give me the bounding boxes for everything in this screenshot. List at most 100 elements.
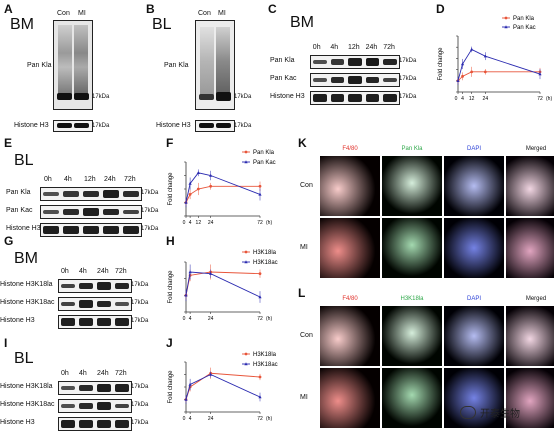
data-point <box>209 173 213 177</box>
data-point <box>456 79 460 82</box>
panel-e-lane-0: 0h <box>44 176 52 183</box>
x-tick-label: 72 <box>257 416 263 422</box>
panel-i-row-label-2: Histone H3 <box>0 419 35 426</box>
panel-c-blot-row-0 <box>310 55 400 69</box>
panel-e-lane-2: 12h <box>84 176 96 183</box>
band <box>97 402 111 410</box>
band <box>79 384 93 392</box>
legend-marker <box>244 260 248 264</box>
panel-j-letter: J <box>166 336 173 350</box>
series-line-0 <box>457 71 540 82</box>
band <box>61 404 75 408</box>
band <box>123 190 139 198</box>
data-point <box>258 184 262 188</box>
panel-i-blot-row-2 <box>58 417 132 431</box>
band <box>79 420 93 428</box>
panel-d-letter: D <box>436 2 445 16</box>
legend-label: H3K18la <box>253 250 277 256</box>
band <box>83 208 99 216</box>
panel-k-grid: F4/80 Pan Kla DAPI Merged Con MI <box>300 146 554 282</box>
data-point <box>483 54 487 58</box>
panel-c-row-label-2: Histone H3 <box>270 93 305 100</box>
data-point <box>196 171 200 174</box>
data-point <box>209 372 213 376</box>
panel-b-tissue: BL <box>152 16 172 33</box>
panel-b-blot-label: Pan Kla <box>164 62 189 69</box>
x-unit-label: (h) <box>546 96 552 102</box>
band <box>79 318 93 326</box>
panel-c-blot-row-1 <box>310 73 400 87</box>
panel-g-row-label-1: Histone H3K18ac <box>0 299 55 306</box>
panel-k-image-0-2 <box>444 156 504 216</box>
band <box>43 210 59 214</box>
x-tick-label: 12 <box>196 220 202 226</box>
band <box>63 191 79 197</box>
band <box>115 403 129 409</box>
panel-b-letter: B <box>146 2 155 16</box>
data-point <box>188 382 192 386</box>
band <box>115 282 129 290</box>
legend-label: H3K18la <box>253 352 277 358</box>
y-axis-label: Fold change <box>438 47 444 81</box>
panel-b-loading-blot <box>195 120 235 132</box>
panel-e-lane-3: 24h <box>104 176 116 183</box>
panel-e-blot-row-2 <box>40 223 142 237</box>
band <box>348 76 362 84</box>
band <box>63 226 79 234</box>
panel-l-col-header-3: Merged <box>525 296 547 302</box>
legend-marker <box>244 250 248 254</box>
panel-b-loading-label: Histone H3 <box>156 122 191 129</box>
data-point <box>461 74 464 78</box>
data-point <box>188 270 192 274</box>
data-point <box>460 62 465 66</box>
band <box>97 300 111 308</box>
legend-label: H3K18ac <box>253 260 278 266</box>
panel-c-kda-2: 17kDa <box>399 94 417 100</box>
panel-e-tissue: BL <box>14 152 34 169</box>
x-unit-label: (h) <box>266 416 272 422</box>
panel-a-loading-blot <box>53 120 93 132</box>
x-tick-label: 24 <box>208 416 214 422</box>
band <box>103 208 119 216</box>
panel-c-lane-3: 24h <box>365 44 378 51</box>
panel-k-row-label-1: MI <box>300 244 308 251</box>
series-line-1 <box>185 172 261 203</box>
band <box>97 318 111 326</box>
panel-a-loading-label: Histone H3 <box>14 122 49 129</box>
band <box>103 226 119 234</box>
panel-l-col-header-0: F4/80 <box>342 296 358 302</box>
x-tick-label: 72 <box>537 96 543 102</box>
panel-e-letter: E <box>4 136 13 150</box>
band <box>103 190 119 198</box>
band <box>313 78 327 82</box>
panel-l-image-0-3 <box>506 306 554 366</box>
panel-k-image-0-1 <box>382 156 442 216</box>
band <box>97 282 111 290</box>
panel-l-row-label-1: MI <box>300 394 308 401</box>
band <box>83 226 99 234</box>
band <box>97 384 111 392</box>
data-point <box>188 181 192 185</box>
panel-c-blot-row-2 <box>310 91 400 105</box>
panel-g-kda-2: 17kDa <box>131 318 149 324</box>
panel-i-tissue: BL <box>14 350 34 367</box>
band <box>313 60 327 64</box>
panel-g-letter: G <box>4 234 14 248</box>
series-line-1 <box>185 374 261 400</box>
panel-a-kda: 17kDa <box>92 94 110 100</box>
panel-g-lane-1: 4h <box>79 268 87 275</box>
x-tick-label: 24 <box>208 316 214 322</box>
panel-k-col-header-1: Pan Kla <box>401 146 423 152</box>
band <box>383 77 397 83</box>
panel-e-kda-2: 17kDa <box>141 226 159 232</box>
panel-l-image-1-0 <box>320 368 380 428</box>
band <box>330 94 345 102</box>
panel-c-row-label-1: Pan Kac <box>270 75 297 82</box>
panel-i-lane-3: 72h <box>115 370 127 377</box>
data-point <box>184 293 188 297</box>
band <box>79 282 93 290</box>
band <box>43 192 59 196</box>
panel-c-kda-1: 17kDa <box>399 76 417 82</box>
panel-i-row-label-1: Histone H3K18ac <box>0 401 55 408</box>
legend-marker <box>244 352 248 356</box>
